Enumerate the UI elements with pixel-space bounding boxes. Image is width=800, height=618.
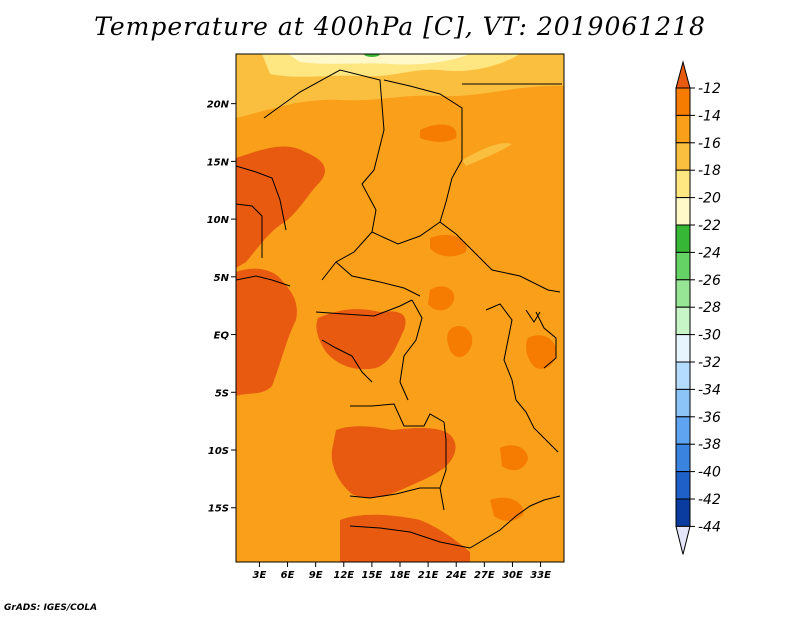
warm-region-gulf <box>236 268 297 396</box>
colorbar-label: -14 <box>698 108 721 124</box>
colorbar-box <box>675 197 691 226</box>
colorbar-label: -28 <box>698 300 721 316</box>
colorbar-box <box>675 251 691 281</box>
colorbar-arrow-top <box>675 60 691 89</box>
warm-patch-north <box>420 124 457 142</box>
warm-patch-south <box>340 514 470 562</box>
colorbar: -12 -14 -16 -18 -20 -22 -24 -26 -28 -30 -32 -34 -36 -… <box>675 60 721 555</box>
colorbar-label: -38 <box>698 437 721 453</box>
cool-streak-east <box>462 143 512 166</box>
warm-patch-sudan <box>430 234 467 257</box>
x-tick-label: 6E <box>281 570 295 581</box>
colorbar-box <box>675 498 691 527</box>
warm-patch-basin <box>447 325 473 358</box>
y-tick-label: 20N <box>207 100 230 111</box>
colorbar-label: -24 <box>698 245 721 261</box>
colorbar-box <box>675 142 691 171</box>
x-tick-label: 15E <box>362 570 383 581</box>
colorbar-label: -26 <box>698 273 721 289</box>
colorbar-box <box>675 416 691 445</box>
green-spot-north <box>364 54 380 57</box>
colorbar-box <box>675 87 691 116</box>
colorbar-box <box>675 114 691 144</box>
colorbar-box <box>675 334 691 363</box>
colorbar-label: -32 <box>698 355 721 371</box>
colorbar-label: -34 <box>698 382 721 398</box>
x-tick-label: 18E <box>390 570 411 581</box>
chart-title: Temperature at 400hPa [C], VT: 201906121… <box>94 12 706 41</box>
colorbar-box <box>675 279 691 308</box>
y-tick-label: 10N <box>207 215 230 226</box>
colorbar-box <box>675 169 691 199</box>
x-tick-label: 9E <box>309 570 323 581</box>
x-tick-label: 24E <box>446 570 467 581</box>
y-tick-label: 15N <box>207 157 230 168</box>
x-tick-label: 21E <box>418 570 439 581</box>
warm-patch-zambia <box>490 497 524 521</box>
grads-credit: GrADS: IGES/COLA <box>4 603 98 613</box>
y-tick-label: 5N <box>214 273 230 284</box>
colorbar-label: -30 <box>698 328 721 344</box>
x-tick-label: 30E <box>502 570 523 581</box>
y-axis: 20N 15N 10N 5N EQ 5S 10S 15S <box>207 100 236 515</box>
y-tick-label: 10S <box>208 446 229 457</box>
colorbar-box <box>675 306 691 336</box>
colorbar-box <box>675 224 691 253</box>
colorbar-box <box>675 388 691 418</box>
warm-region-westafrica <box>236 146 325 268</box>
x-tick-label: 27E <box>474 570 495 581</box>
colorbar-label: -44 <box>698 519 721 535</box>
colorbar-box <box>675 471 691 500</box>
y-tick-label: 15S <box>208 504 229 515</box>
colorbar-label: -22 <box>698 218 721 234</box>
colorbar-label: -18 <box>698 163 721 179</box>
x-tick-label: 3E <box>253 570 267 581</box>
colorbar-label: -12 <box>698 81 721 97</box>
colorbar-arrow-bottom <box>675 525 691 555</box>
colorbar-label: -42 <box>698 492 721 508</box>
temperature-field <box>236 54 564 562</box>
colorbar-label: -20 <box>698 191 721 207</box>
x-axis: 3E 6E 9E 12E 15E 18E 21E 24E 27E 30E 33E <box>253 562 551 581</box>
colorbar-label: -40 <box>698 465 721 481</box>
colorbar-label: -16 <box>698 136 721 152</box>
country-borders <box>236 69 562 549</box>
x-tick-label: 33E <box>530 570 551 581</box>
coolest-spot-north <box>288 54 470 65</box>
warm-patch-central <box>428 286 455 311</box>
colorbar-label: -36 <box>698 410 721 426</box>
warm-patch-tanzania <box>500 445 528 471</box>
warm-region-congo <box>316 309 406 370</box>
warm-region-angola <box>331 426 456 498</box>
warm-patch-east <box>526 335 557 369</box>
colorbar-box <box>675 443 691 473</box>
colorbar-box <box>675 361 691 390</box>
y-tick-label: 5S <box>215 388 229 399</box>
x-tick-label: 12E <box>333 570 354 581</box>
y-tick-label: EQ <box>214 331 230 342</box>
